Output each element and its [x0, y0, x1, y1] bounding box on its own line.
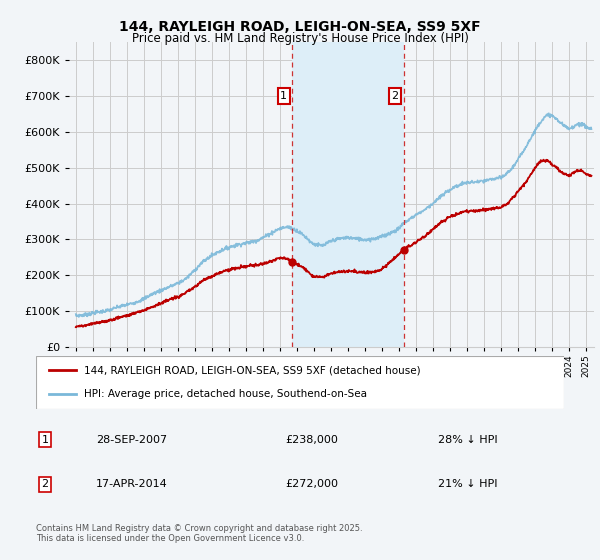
Bar: [292, 42, 404, 347]
Text: Price paid vs. HM Land Registry's House Price Index (HPI): Price paid vs. HM Land Registry's House …: [131, 32, 469, 45]
Text: 17-APR-2014: 17-APR-2014: [96, 479, 168, 489]
Text: Contains HM Land Registry data © Crown copyright and database right 2025.
This d: Contains HM Land Registry data © Crown c…: [36, 524, 362, 543]
Text: 28% ↓ HPI: 28% ↓ HPI: [438, 435, 498, 445]
Text: 2: 2: [41, 479, 49, 489]
Text: 2: 2: [391, 91, 398, 101]
Text: £272,000: £272,000: [286, 479, 338, 489]
Text: 1: 1: [280, 91, 287, 101]
Text: £238,000: £238,000: [286, 435, 338, 445]
Text: 144, RAYLEIGH ROAD, LEIGH-ON-SEA, SS9 5XF (detached house): 144, RAYLEIGH ROAD, LEIGH-ON-SEA, SS9 5X…: [83, 366, 420, 376]
Text: HPI: Average price, detached house, Southend-on-Sea: HPI: Average price, detached house, Sout…: [83, 389, 367, 399]
Text: 21% ↓ HPI: 21% ↓ HPI: [438, 479, 498, 489]
Text: 1: 1: [41, 435, 49, 445]
Text: 144, RAYLEIGH ROAD, LEIGH-ON-SEA, SS9 5XF: 144, RAYLEIGH ROAD, LEIGH-ON-SEA, SS9 5X…: [119, 20, 481, 34]
Text: 28-SEP-2007: 28-SEP-2007: [97, 435, 167, 445]
